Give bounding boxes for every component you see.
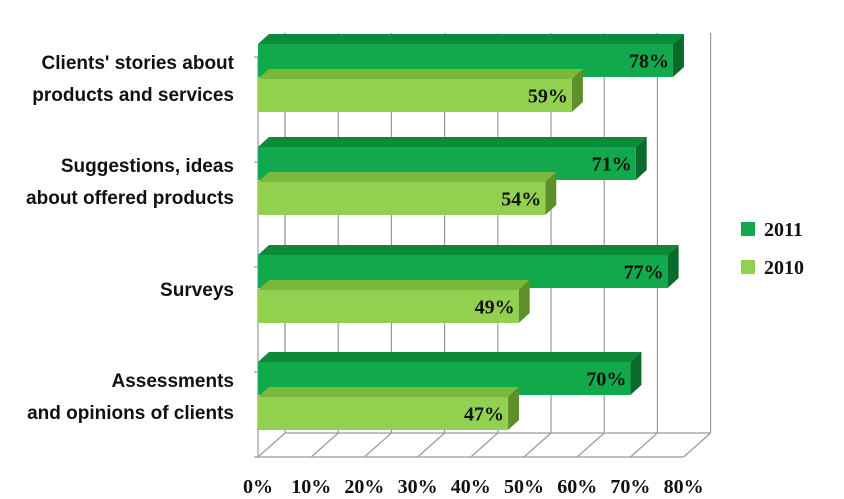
data-label: 59%	[528, 86, 568, 108]
category-label: Suggestions, ideas	[61, 156, 234, 177]
legend-label-2011: 2011	[764, 219, 803, 241]
bar-end	[518, 280, 530, 323]
bar-top	[258, 280, 530, 290]
category-label: Assessments	[111, 371, 234, 392]
gridline-floor	[470, 432, 499, 458]
bar-2010-3	[258, 397, 509, 430]
bar-end	[635, 137, 647, 180]
bar-top	[258, 34, 684, 44]
bar-end	[545, 172, 557, 215]
data-label: 47%	[464, 404, 504, 426]
x-tick-label: 10%	[291, 476, 331, 498]
bar-top	[258, 352, 642, 362]
bar-end	[672, 34, 684, 77]
data-label: 78%	[629, 51, 669, 73]
gridline-floor	[417, 432, 445, 458]
bars	[258, 34, 684, 430]
x-tick-label: 20%	[344, 476, 384, 498]
x-tick-label: 60%	[557, 476, 597, 498]
data-label: 49%	[475, 297, 515, 319]
legend-swatch-2010	[741, 260, 755, 274]
gridline-floor	[257, 432, 286, 458]
data-label: 77%	[624, 262, 664, 284]
gridline-floor	[683, 432, 711, 458]
gridline-floor	[576, 432, 605, 458]
data-label: 54%	[501, 189, 541, 211]
x-tick-label: 30%	[398, 476, 438, 498]
x-tick-label: 0%	[243, 476, 273, 498]
gridline-floor	[523, 432, 552, 458]
bar-top	[258, 172, 557, 182]
labels: 0% 10% 20% 30% 40% 50% 60% 70% 80% 78% 59% Clients'…	[26, 51, 704, 499]
bar-2010-0	[258, 79, 572, 112]
bar-top	[258, 245, 679, 255]
category-label: and opinions of clients	[27, 403, 234, 424]
bar-end	[630, 352, 642, 395]
gridline-floor	[364, 432, 392, 458]
x-tick-label: 50%	[504, 476, 544, 498]
bar-top	[258, 387, 520, 397]
bar-2010-2	[258, 290, 519, 323]
bar-top	[258, 137, 647, 147]
bar-end	[508, 387, 520, 430]
x-tick-label: 80%	[664, 476, 704, 498]
category-label: Clients' stories about	[42, 53, 235, 74]
category-label: products and services	[32, 85, 234, 106]
legend: 2011 2010	[741, 219, 804, 279]
bar-2010-1	[258, 182, 546, 215]
gridline-floor	[310, 432, 339, 458]
legend-swatch-2011	[741, 222, 755, 236]
category-label: about offered products	[26, 188, 234, 209]
bar-end	[667, 245, 679, 288]
x-tick-label: 70%	[610, 476, 650, 498]
data-label: 71%	[592, 154, 632, 176]
x-tick-label: 40%	[451, 476, 491, 498]
bar-top	[258, 69, 583, 79]
bar-end	[571, 69, 583, 112]
category-label: Surveys	[160, 280, 234, 301]
gridline-floor	[630, 432, 658, 458]
legend-label-2010: 2010	[764, 257, 804, 279]
data-label: 70%	[586, 369, 626, 391]
